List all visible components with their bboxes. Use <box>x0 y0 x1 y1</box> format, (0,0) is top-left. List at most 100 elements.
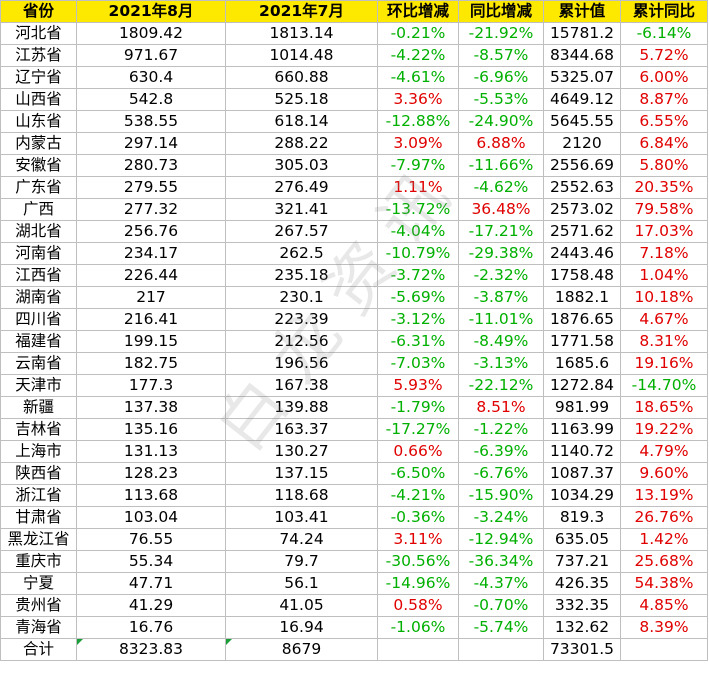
header-cumulative[interactable]: 累计值 <box>543 0 621 23</box>
cell-yoy-change[interactable]: -3.24% <box>458 506 544 529</box>
cell-cumulative-yoy[interactable]: 4.79% <box>620 440 708 463</box>
cell-cumulative-yoy[interactable]: 79.58% <box>620 198 708 221</box>
cell-cumulative[interactable]: 8344.68 <box>543 44 621 67</box>
cell-yoy-change[interactable]: -24.90% <box>458 110 544 133</box>
cell-cumulative[interactable]: 737.21 <box>543 550 621 573</box>
cell-mom-change[interactable]: -0.36% <box>377 506 459 529</box>
cell-yoy-change[interactable]: -15.90% <box>458 484 544 507</box>
cell-aug-2021[interactable]: 280.73 <box>76 154 226 177</box>
cell-province[interactable]: 云南省 <box>0 352 77 375</box>
cell-province[interactable]: 四川省 <box>0 308 77 331</box>
cell-cumulative-yoy[interactable]: 13.19% <box>620 484 708 507</box>
cell-aug-2021[interactable]: 277.32 <box>76 198 226 221</box>
cell-cumulative[interactable]: 5645.55 <box>543 110 621 133</box>
cell-mom-change[interactable]: 3.09% <box>377 132 459 155</box>
cell-cumulative[interactable]: 635.05 <box>543 528 621 551</box>
cell-cumulative[interactable]: 2556.69 <box>543 154 621 177</box>
cell-jul-2021[interactable]: 660.88 <box>225 66 378 89</box>
cell-yoy-change[interactable]: -4.37% <box>458 572 544 595</box>
cell-yoy-change[interactable]: -11.66% <box>458 154 544 177</box>
cell-cumulative[interactable]: 1685.6 <box>543 352 621 375</box>
cell-aug-2021[interactable]: 103.04 <box>76 506 226 529</box>
cell-yoy-change[interactable]: -0.70% <box>458 594 544 617</box>
cell-cumulative-yoy[interactable]: 17.03% <box>620 220 708 243</box>
cell-province[interactable]: 湖北省 <box>0 220 77 243</box>
cell-aug-2021[interactable]: 16.76 <box>76 616 226 639</box>
cell-yoy-change[interactable]: 36.48% <box>458 198 544 221</box>
cell-jul-2021[interactable]: 223.39 <box>225 308 378 331</box>
cell-yoy-change[interactable]: -5.74% <box>458 616 544 639</box>
cell-jul-2021[interactable]: 267.57 <box>225 220 378 243</box>
header-province[interactable]: 省份 <box>0 0 77 23</box>
cell-jul-2021[interactable]: 16.94 <box>225 616 378 639</box>
cell-cumulative-yoy[interactable]: 8.31% <box>620 330 708 353</box>
cell-mom-change[interactable]: -1.79% <box>377 396 459 419</box>
cell-jul-2021[interactable]: 235.18 <box>225 264 378 287</box>
cell-cumulative[interactable]: 2573.02 <box>543 198 621 221</box>
cell-mom-change[interactable]: 0.66% <box>377 440 459 463</box>
cell-province[interactable]: 宁夏 <box>0 572 77 595</box>
cell-cumulative-yoy[interactable]: 8.39% <box>620 616 708 639</box>
cell-cumulative-yoy[interactable]: 7.18% <box>620 242 708 265</box>
cell-aug-2021[interactable]: 47.71 <box>76 572 226 595</box>
cell-cumulative-yoy[interactable]: 8.87% <box>620 88 708 111</box>
cell-mom-change[interactable]: -1.06% <box>377 616 459 639</box>
cell-cumulative[interactable]: 2571.62 <box>543 220 621 243</box>
cell-yoy-change[interactable]: -6.76% <box>458 462 544 485</box>
cell-cumulative-yoy[interactable]: 26.76% <box>620 506 708 529</box>
cell-province[interactable]: 新疆 <box>0 396 77 419</box>
cell-yoy-change[interactable]: -11.01% <box>458 308 544 331</box>
cell-province[interactable]: 江苏省 <box>0 44 77 67</box>
cell-jul-2021[interactable]: 618.14 <box>225 110 378 133</box>
cell-cumulative-yoy[interactable]: -6.14% <box>620 22 708 45</box>
cell-province[interactable]: 广西 <box>0 198 77 221</box>
cell-aug-2021[interactable]: 542.8 <box>76 88 226 111</box>
cell-cumulative[interactable]: 1087.37 <box>543 462 621 485</box>
cell-province[interactable]: 黑龙江省 <box>0 528 77 551</box>
cell-cumulative[interactable]: 1163.99 <box>543 418 621 441</box>
cell-mom-change[interactable]: -3.72% <box>377 264 459 287</box>
cell-yoy-change[interactable]: -3.87% <box>458 286 544 309</box>
cell-jul-2021[interactable]: 230.1 <box>225 286 378 309</box>
header-cumulative-yoy[interactable]: 累计同比 <box>620 0 708 23</box>
cell-jul-2021[interactable]: 56.1 <box>225 572 378 595</box>
cell-cumulative-yoy[interactable]: 54.38% <box>620 572 708 595</box>
cell-cumulative[interactable]: 426.35 <box>543 572 621 595</box>
cell-cumulative-yoy[interactable]: -14.70% <box>620 374 708 397</box>
cell-mom-change[interactable]: -4.21% <box>377 484 459 507</box>
cell-cumulative[interactable]: 4649.12 <box>543 88 621 111</box>
header-jul-2021[interactable]: 2021年7月 <box>225 0 378 23</box>
cell-province[interactable]: 陕西省 <box>0 462 77 485</box>
cell-mom-change[interactable]: 1.11% <box>377 176 459 199</box>
cell-cumulative[interactable]: 819.3 <box>543 506 621 529</box>
cell-province[interactable]: 内蒙古 <box>0 132 77 155</box>
cell-cumulative-yoy[interactable]: 9.60% <box>620 462 708 485</box>
cell-cumulative-yoy[interactable]: 6.00% <box>620 66 708 89</box>
cell-cumulative[interactable]: 1771.58 <box>543 330 621 353</box>
cell-yoy-change[interactable]: -4.62% <box>458 176 544 199</box>
cell-cumulative-yoy[interactable]: 6.84% <box>620 132 708 155</box>
cell-jul-2021[interactable]: 74.24 <box>225 528 378 551</box>
cell-aug-2021[interactable]: 226.44 <box>76 264 226 287</box>
cell-mom-change[interactable]: -4.04% <box>377 220 459 243</box>
cell-aug-2021[interactable]: 1809.42 <box>76 22 226 45</box>
cell-cumulative-yoy[interactable]: 1.04% <box>620 264 708 287</box>
cell-aug-2021[interactable]: 137.38 <box>76 396 226 419</box>
cell-cumulative[interactable]: 981.99 <box>543 396 621 419</box>
cell-aug-2021[interactable]: 41.29 <box>76 594 226 617</box>
cell-mom-change[interactable]: -7.03% <box>377 352 459 375</box>
cell-mom-change[interactable]: -0.21% <box>377 22 459 45</box>
cell-cumulative[interactable]: 1882.1 <box>543 286 621 309</box>
cell-mom-change[interactable]: 3.36% <box>377 88 459 111</box>
cell-jul-2021[interactable]: 288.22 <box>225 132 378 155</box>
cell-cumulative[interactable]: 2552.63 <box>543 176 621 199</box>
cell-cumulative-yoy[interactable]: 20.35% <box>620 176 708 199</box>
cell-cumulative[interactable]: 1140.72 <box>543 440 621 463</box>
cell-cumulative-yoy[interactable]: 19.22% <box>620 418 708 441</box>
cell-mom-change[interactable]: -3.12% <box>377 308 459 331</box>
cell-mom-change[interactable]: -7.97% <box>377 154 459 177</box>
cell-jul-2021[interactable]: 321.41 <box>225 198 378 221</box>
cell-aug-2021[interactable]: 113.68 <box>76 484 226 507</box>
cell-province[interactable]: 辽宁省 <box>0 66 77 89</box>
cell-province[interactable]: 福建省 <box>0 330 77 353</box>
